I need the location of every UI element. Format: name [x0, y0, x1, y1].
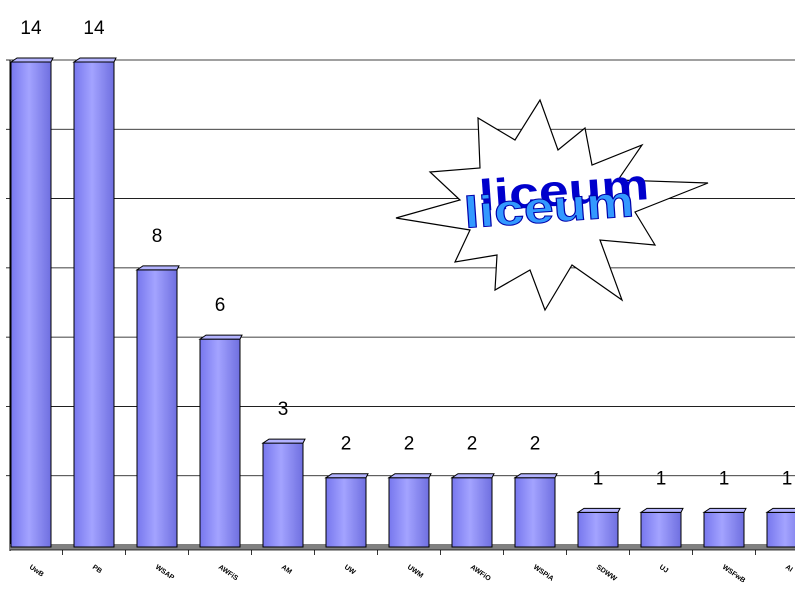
bar-body: [325, 477, 367, 548]
data-label: 1: [593, 468, 604, 489]
bar-top: [135, 265, 180, 271]
data-label: 6: [215, 295, 226, 316]
data-label: 8: [152, 226, 163, 247]
bar-top: [324, 473, 369, 479]
bar-body: [10, 61, 52, 548]
bar-UWM: 2: [387, 434, 432, 548]
bar-WSPiA: 2: [513, 434, 558, 548]
data-label: 2: [467, 434, 478, 455]
bar-AWFiO: 2: [450, 434, 495, 548]
logo-text-shadow: liceum: [477, 160, 650, 221]
data-label: 2: [341, 434, 352, 455]
bar-body: [199, 338, 241, 548]
x-tick-label: UJ: [658, 564, 669, 575]
bar-AI: 1: [765, 468, 795, 548]
bar-top: [576, 507, 621, 513]
bar-AWFiS: 6: [198, 295, 243, 548]
bar-body: [451, 477, 493, 548]
bar-body: [136, 269, 178, 548]
data-label: 3: [278, 399, 289, 420]
bar-PB: 14: [72, 18, 117, 548]
data-label: 2: [530, 434, 541, 455]
bar-top: [639, 507, 684, 513]
bar-top: [261, 438, 306, 444]
bar-body: [388, 477, 430, 548]
bar-body: [703, 511, 745, 548]
data-label: 2: [404, 434, 415, 455]
bar-body: [73, 61, 115, 548]
x-tick-label: UW: [343, 564, 357, 577]
bar-top: [198, 334, 243, 340]
liceum-logo: liceum liceum: [395, 98, 709, 312]
bar-UJ: 1: [639, 468, 684, 548]
data-label: 1: [782, 468, 793, 489]
bar-body: [514, 477, 556, 548]
bar-top: [702, 507, 747, 513]
starburst-shape: [395, 98, 709, 312]
bar-body: [640, 511, 682, 548]
x-tick-label: AWFiO: [469, 564, 492, 583]
x-tick-label: WSAP: [154, 564, 175, 582]
bar-top: [765, 507, 795, 513]
bar-AM: 3: [261, 399, 306, 548]
x-tick-label: WSFwB: [721, 564, 746, 585]
x-tick-label: AI: [784, 564, 794, 574]
bar-body: [262, 442, 304, 548]
bar-top: [450, 473, 495, 479]
x-tick-label: WSPiA: [532, 564, 555, 583]
data-label: 1: [719, 468, 730, 489]
bar-WSAP: 8: [135, 226, 180, 548]
x-tick-label: UWM: [406, 564, 424, 580]
bars: 14 14 8 6 3 2 2 2 2 1 1 1 1: [9, 18, 795, 548]
bar-top: [387, 473, 432, 479]
bar-top: [9, 57, 54, 63]
data-label: 1: [656, 468, 667, 489]
data-label: 14: [83, 18, 105, 39]
bar-top: [513, 473, 558, 479]
bar-UW: 2: [324, 434, 369, 548]
x-tick-label: AWFiS: [217, 564, 239, 583]
bar-top: [72, 57, 117, 63]
x-axis-labels: UwB PB WSAP AWFiS AM UW UWM AWFiO WSPiA SDWW UJ WSF…: [28, 550, 794, 585]
bar-WSFwB: 1: [702, 468, 747, 548]
bar-SDWW: 1: [576, 468, 621, 548]
x-tick-label: PB: [91, 564, 103, 575]
bar-body: [577, 511, 619, 548]
bar-UwB: 14: [9, 18, 54, 548]
x-tick-label: UwB: [28, 564, 45, 579]
data-label: 14: [20, 18, 42, 39]
x-tick-label: SDWW: [595, 564, 618, 583]
x-tick-label: AM: [280, 564, 293, 576]
bar-body: [766, 511, 795, 548]
